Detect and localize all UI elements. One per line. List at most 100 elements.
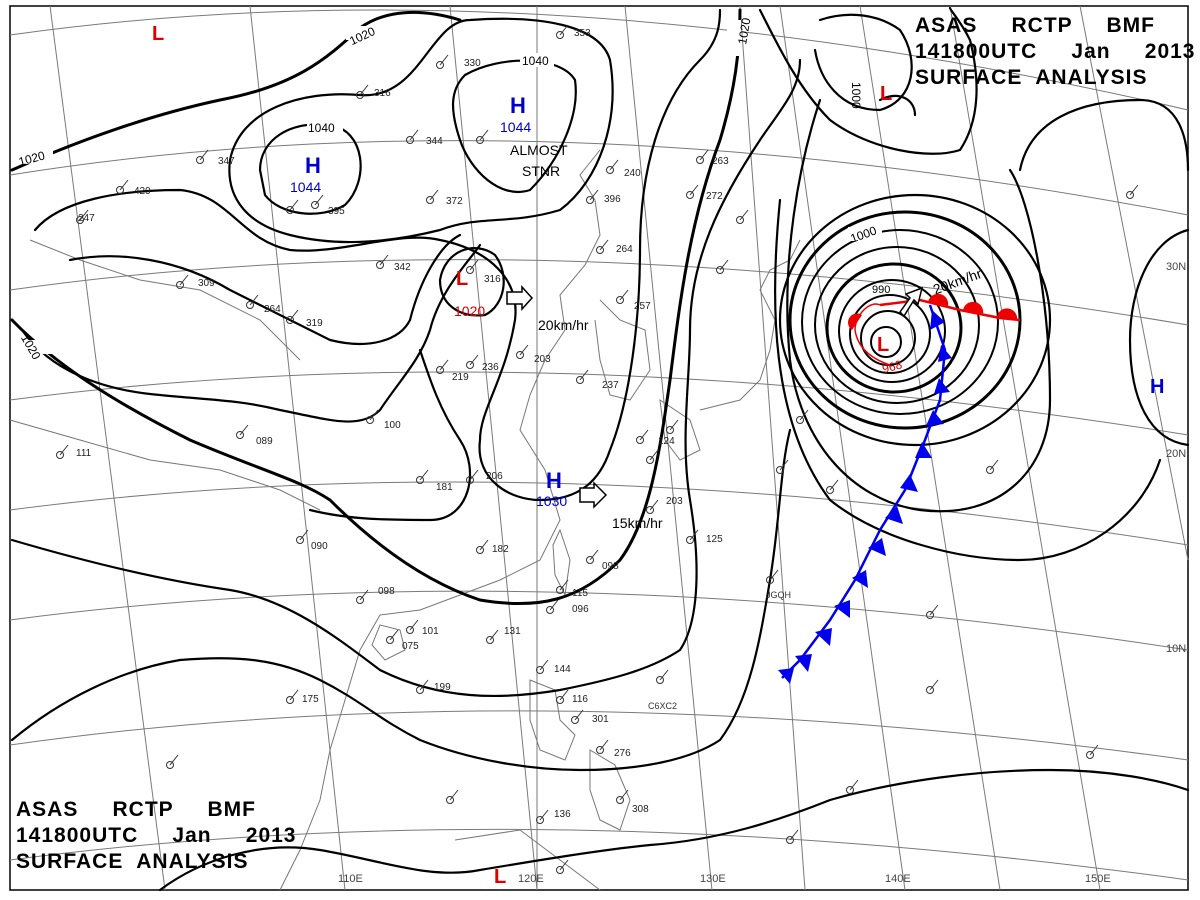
- wind-barb: [619, 789, 629, 801]
- wind-barb: [559, 689, 569, 701]
- station-circle: [536, 816, 544, 824]
- pressure-centers: H 1044 H 1044 H 1030 H L 1020 L 968 L L …: [152, 23, 1164, 888]
- isobar: [20, 243, 482, 423]
- station-circle: [56, 451, 64, 459]
- isobar: [10, 11, 462, 172]
- station-circle: [436, 366, 444, 374]
- station-pressure-value: 136: [554, 809, 571, 820]
- wind-barb: [314, 194, 324, 206]
- station-circle: [736, 216, 744, 224]
- cold-front-line: [781, 304, 947, 679]
- station-pressure-value: 372: [446, 196, 463, 207]
- station-circle: [466, 476, 474, 484]
- wind-barb: [379, 254, 389, 266]
- wind-barb: [469, 354, 479, 366]
- station-circle: [116, 186, 124, 194]
- station-circle: [766, 576, 774, 584]
- wind-barb: [439, 54, 449, 66]
- wind-barb: [449, 789, 459, 801]
- station-circle: [166, 761, 174, 769]
- station-pressure-value: 396: [604, 194, 621, 205]
- wind-barb: [1089, 744, 1099, 756]
- header-agency-line: ASAS RCTP BMF: [915, 14, 1155, 37]
- station-circle: [846, 786, 854, 794]
- station-circle: [1126, 191, 1134, 199]
- station-pressure-value: 098: [378, 586, 395, 597]
- station-pressure-value: 101: [422, 626, 439, 637]
- longitude-labels: 110E 120E 130E 140E 150E: [338, 873, 1111, 885]
- wind-barb: [619, 289, 629, 301]
- station-circle: [476, 136, 484, 144]
- station-circle: [436, 61, 444, 69]
- wind-barb: [429, 189, 439, 201]
- taiwan: [552, 528, 571, 597]
- wind-barb: [989, 459, 999, 471]
- station-pressure-value: 219: [452, 372, 469, 383]
- meridian-140e: [779, 5, 906, 891]
- station-pressure-value: 236: [482, 362, 499, 373]
- station-pressure-value: 089: [256, 436, 273, 447]
- station-pressure-value: 309: [198, 278, 215, 289]
- stationary-note: ALMOST: [510, 142, 568, 158]
- station-circle: [616, 296, 624, 304]
- wind-barb: [289, 199, 299, 211]
- philippines-south: [589, 749, 631, 831]
- isobar-label: 1040: [522, 54, 549, 68]
- station-circle: [466, 266, 474, 274]
- station-pressure-value: 319: [306, 318, 323, 329]
- station-circle: [476, 546, 484, 554]
- wind-barb: [539, 809, 549, 821]
- motion-arrow: [899, 286, 924, 318]
- station-circle: [311, 201, 319, 209]
- station-pressure-value: 206: [486, 471, 503, 482]
- wind-barb: [119, 179, 129, 191]
- station-circle: [466, 361, 474, 369]
- station-circle: [196, 156, 204, 164]
- station-plots: [56, 24, 1139, 874]
- isobar: [10, 58, 802, 698]
- station-circle: [571, 716, 579, 724]
- ship-call-sign: C6XC2: [648, 701, 677, 711]
- wind-barb: [1129, 184, 1139, 196]
- station-circle: [426, 196, 434, 204]
- parallel-35n: [9, 140, 1189, 216]
- wind-barb: [574, 709, 584, 721]
- station-pressure-value: 276: [614, 748, 631, 759]
- parallel-10n: [9, 710, 1189, 761]
- station-circle: [286, 316, 294, 324]
- low-center-letter: L: [456, 268, 468, 290]
- station-circle: [366, 416, 374, 424]
- station-pressure-value: 247: [78, 213, 95, 224]
- meridian-110e: [249, 5, 346, 891]
- station-numbers: 353 330 316 344 347 372 395 396 429 247 309 316 342 3…: [76, 28, 729, 820]
- isobar: [10, 8, 742, 606]
- wind-barb: [829, 479, 839, 491]
- isobar-label: 1040: [308, 121, 335, 135]
- luzon: [529, 679, 576, 761]
- wind-barb: [929, 679, 939, 691]
- high-center-value: 1044: [290, 179, 321, 195]
- chart-header: ASAS RCTP BMF 141800UTC Jan 2013 SURFACE…: [915, 13, 1195, 91]
- wind-barb: [769, 569, 779, 581]
- station-circle: [686, 536, 694, 544]
- high-center-letter: H: [1150, 376, 1164, 398]
- himalaya-edge: [9, 419, 321, 511]
- wind-barb: [649, 449, 659, 461]
- station-circle: [576, 376, 584, 384]
- station-pressure-value: 237: [602, 380, 619, 391]
- station-circle: [416, 686, 424, 694]
- station-circle: [686, 191, 694, 199]
- wind-barb: [789, 829, 799, 841]
- low-center-letter: L: [494, 866, 506, 888]
- station-circle: [406, 626, 414, 634]
- isobar: [1128, 228, 1190, 447]
- wind-barb: [419, 469, 429, 481]
- isobar: [758, 6, 978, 155]
- isobar: [10, 428, 792, 772]
- station-pressure-value: 257: [634, 301, 651, 312]
- wind-barb: [799, 409, 809, 421]
- wind-barb: [699, 149, 709, 161]
- station-circle: [386, 636, 394, 644]
- high-center-letter: H: [546, 468, 562, 493]
